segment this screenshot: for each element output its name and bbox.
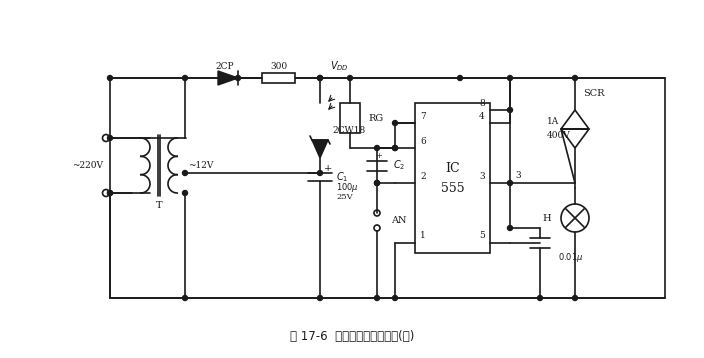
- Text: SCR: SCR: [583, 88, 605, 97]
- Text: 400V: 400V: [547, 131, 571, 140]
- Text: 2: 2: [420, 171, 426, 180]
- Text: 图 17-6  自动曝光定时器电路(一): 图 17-6 自动曝光定时器电路(一): [290, 329, 414, 343]
- Circle shape: [572, 295, 577, 300]
- Text: 3: 3: [515, 170, 521, 179]
- Bar: [262, 73, 295, 83]
- Circle shape: [182, 190, 187, 195]
- Text: ~12V: ~12V: [188, 161, 213, 170]
- Text: 1: 1: [420, 232, 426, 241]
- Circle shape: [182, 76, 187, 81]
- Circle shape: [508, 226, 513, 231]
- Text: H: H: [542, 213, 551, 223]
- Text: 6: 6: [420, 136, 426, 145]
- Text: 5: 5: [479, 232, 485, 241]
- Text: T: T: [156, 200, 163, 209]
- Circle shape: [348, 76, 353, 81]
- Circle shape: [508, 180, 513, 185]
- Text: $C_1$: $C_1$: [336, 170, 348, 184]
- Text: 2CP: 2CP: [215, 62, 234, 71]
- Circle shape: [508, 107, 513, 112]
- Text: 8: 8: [479, 98, 485, 107]
- Circle shape: [393, 145, 398, 150]
- Text: 555: 555: [441, 182, 465, 194]
- Circle shape: [572, 76, 577, 81]
- Text: ~220V: ~220V: [73, 161, 103, 170]
- Circle shape: [108, 190, 113, 195]
- Circle shape: [375, 180, 379, 185]
- Text: 25V: 25V: [336, 193, 353, 201]
- Circle shape: [375, 295, 379, 300]
- Bar: [415, 103, 490, 253]
- Circle shape: [318, 76, 322, 81]
- Circle shape: [108, 190, 113, 195]
- Circle shape: [318, 76, 322, 81]
- Text: +: +: [375, 151, 382, 160]
- Circle shape: [108, 135, 113, 140]
- Circle shape: [508, 76, 513, 81]
- Circle shape: [393, 295, 398, 300]
- Circle shape: [393, 145, 398, 150]
- Text: 3: 3: [479, 171, 485, 180]
- Text: $100\mu$: $100\mu$: [336, 180, 359, 194]
- Text: RG: RG: [368, 113, 383, 122]
- Polygon shape: [312, 140, 328, 158]
- Circle shape: [393, 121, 398, 126]
- Circle shape: [318, 295, 322, 300]
- Text: IC: IC: [445, 161, 460, 174]
- Text: $C_2$: $C_2$: [393, 159, 406, 173]
- Polygon shape: [218, 71, 238, 85]
- Bar: [340, 103, 360, 133]
- Text: +: +: [324, 164, 332, 173]
- Circle shape: [537, 295, 543, 300]
- Text: $0.01\mu$: $0.01\mu$: [558, 252, 584, 265]
- Circle shape: [182, 295, 187, 300]
- Text: 4: 4: [479, 111, 485, 121]
- Circle shape: [375, 145, 379, 150]
- Text: 300: 300: [270, 62, 287, 71]
- Text: 1A: 1A: [547, 116, 559, 126]
- Text: 2CW18: 2CW18: [332, 126, 365, 135]
- Circle shape: [108, 76, 113, 81]
- Text: $V_{DD}$: $V_{DD}$: [330, 59, 348, 73]
- Circle shape: [182, 170, 187, 175]
- Circle shape: [318, 170, 322, 175]
- Text: 7: 7: [420, 111, 426, 121]
- Circle shape: [236, 76, 241, 81]
- Text: AN: AN: [391, 216, 406, 225]
- Bar: [110, 78, 665, 298]
- Circle shape: [375, 180, 379, 185]
- Circle shape: [458, 76, 463, 81]
